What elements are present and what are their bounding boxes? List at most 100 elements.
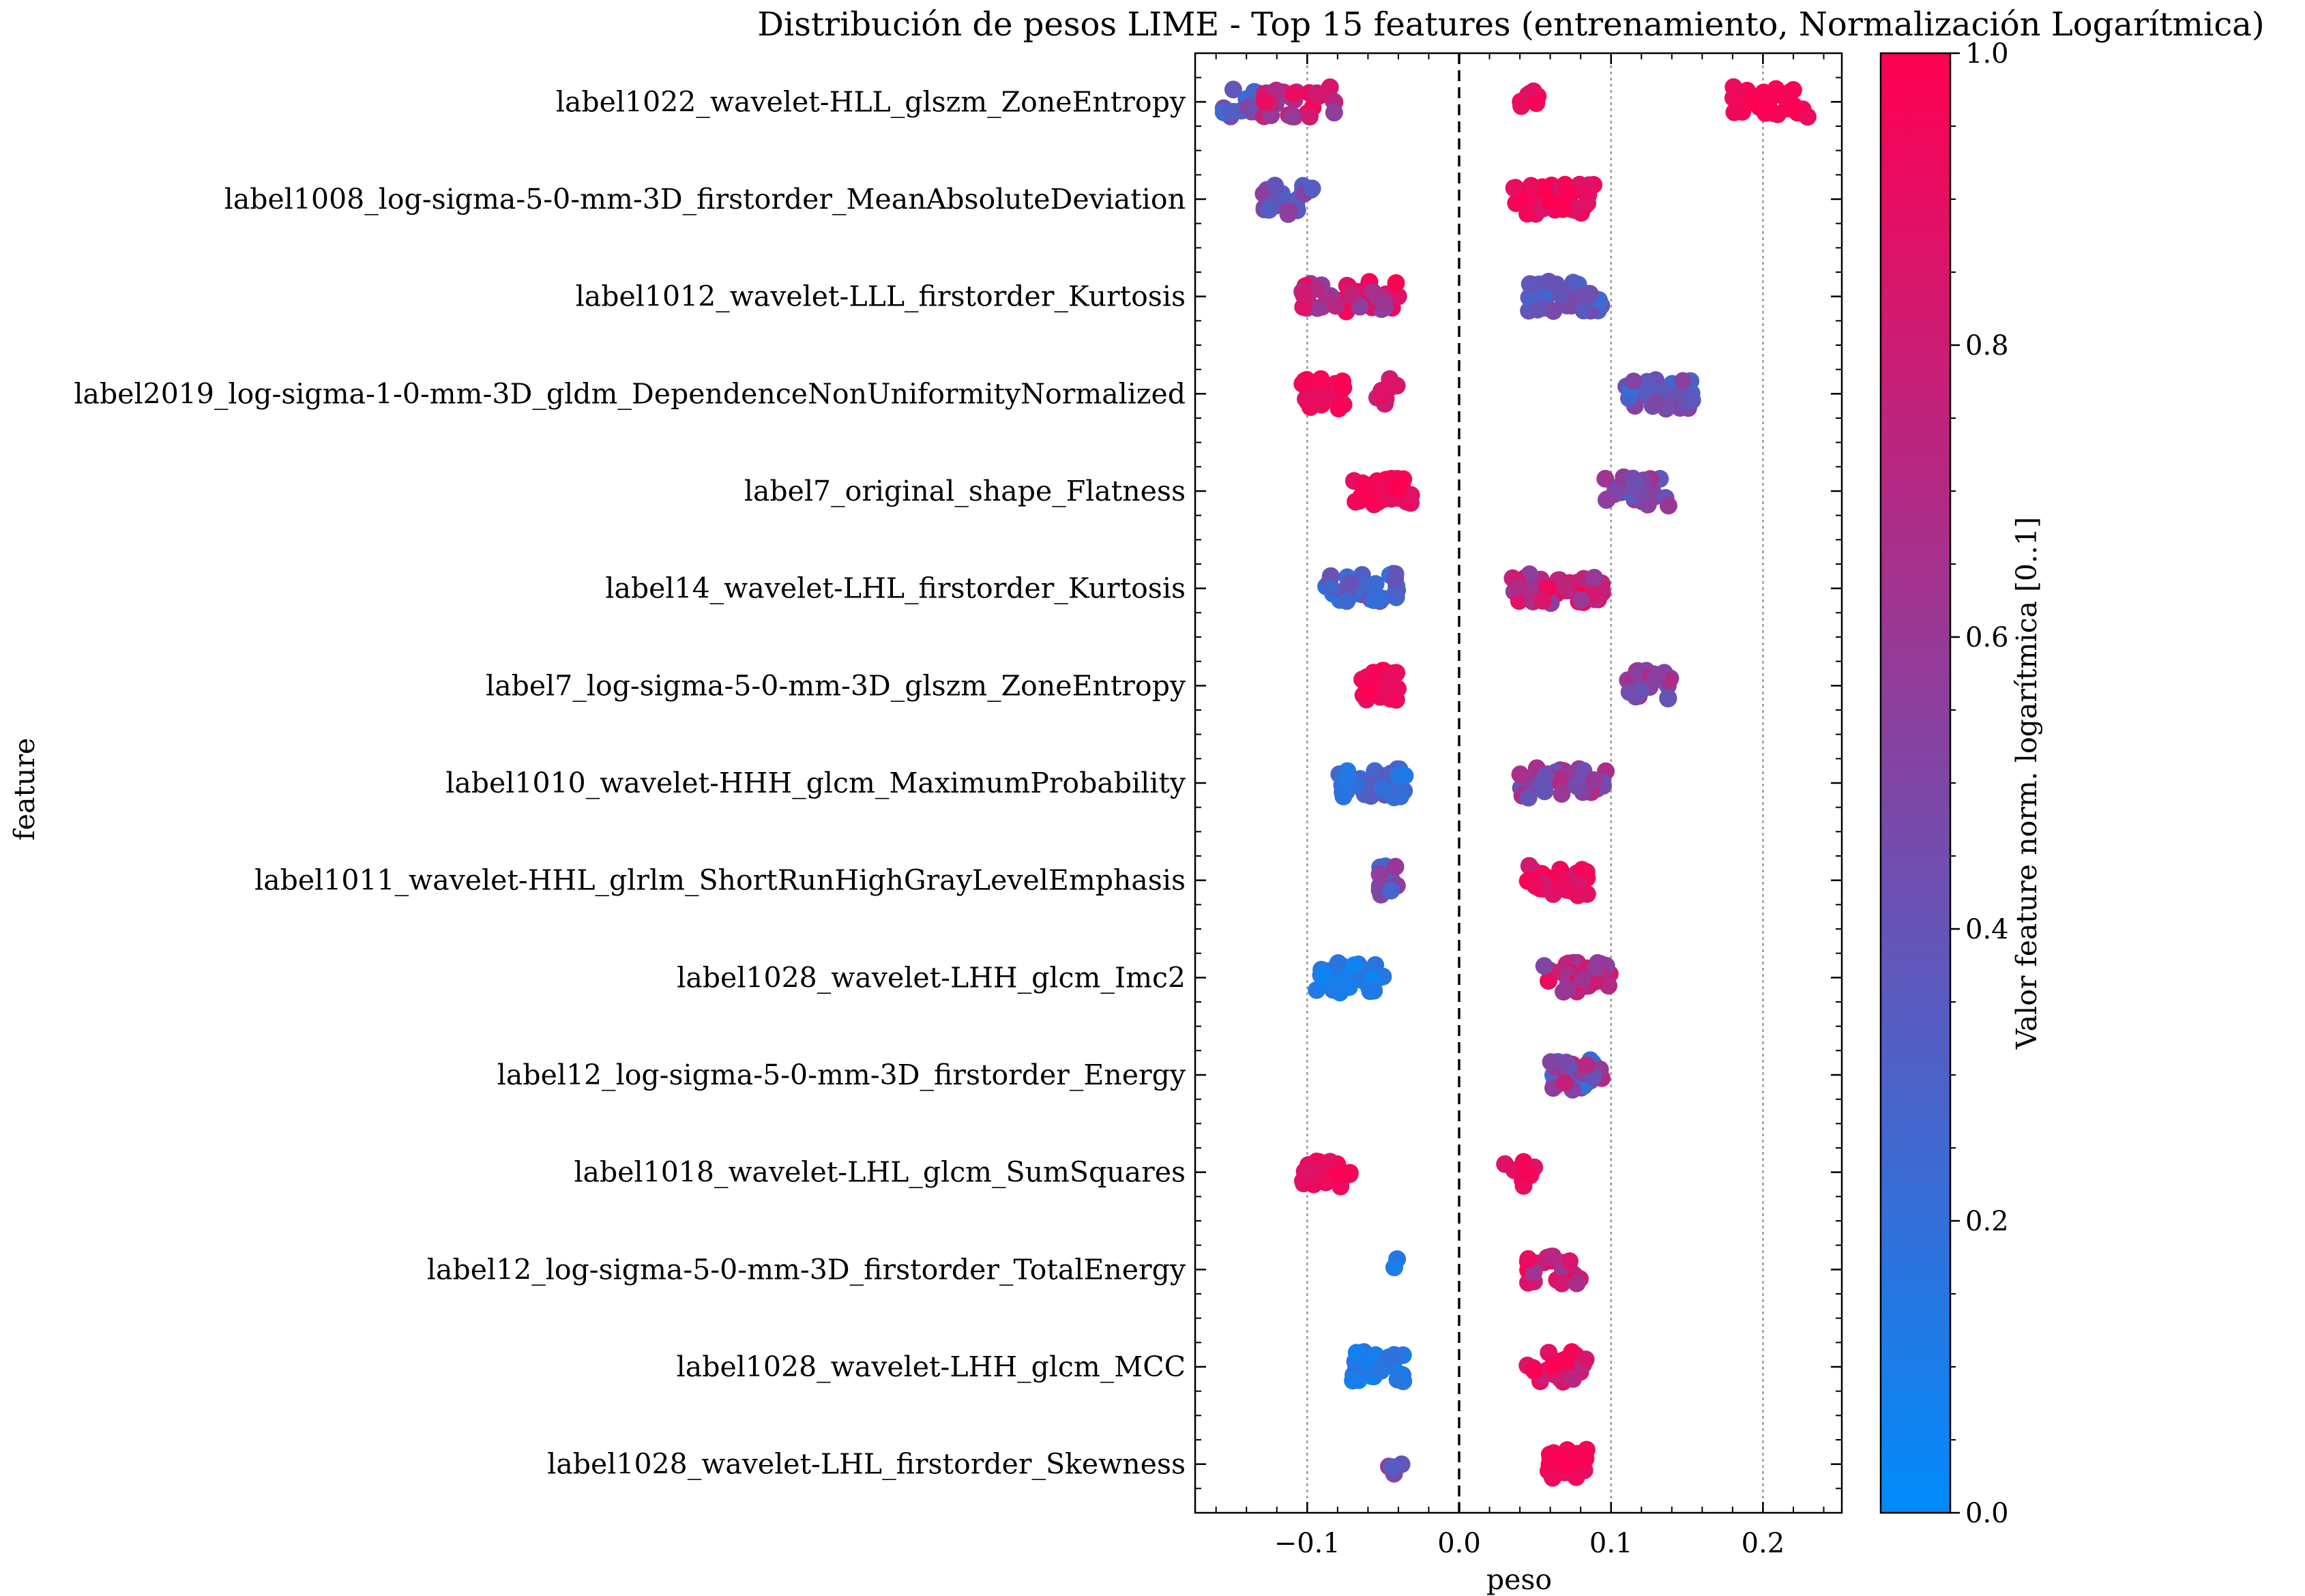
data-point <box>1280 203 1299 221</box>
data-point <box>1387 274 1405 292</box>
data-point <box>1573 861 1591 879</box>
data-point <box>1561 1252 1579 1271</box>
data-point <box>1388 376 1406 395</box>
data-point <box>1338 592 1356 610</box>
colorbar-tick-label: 0.6 <box>1965 622 2009 653</box>
grid-lines <box>1306 53 1764 1513</box>
data-point <box>1364 591 1383 609</box>
data-point <box>1511 765 1529 784</box>
data-point <box>1544 1247 1562 1266</box>
data-point <box>1402 486 1420 504</box>
colorbar <box>1879 52 1952 1514</box>
data-point <box>1522 177 1540 195</box>
data-point <box>1321 1153 1339 1171</box>
data-point <box>1312 385 1331 403</box>
data-point <box>1581 284 1599 303</box>
data-point <box>1529 301 1547 319</box>
data-point <box>1549 1447 1567 1466</box>
data-point <box>1344 1372 1362 1390</box>
data-point <box>1325 977 1343 995</box>
data-point <box>1624 372 1643 391</box>
data-point <box>1321 567 1340 585</box>
data-point <box>1526 877 1544 896</box>
data-point <box>1388 479 1406 498</box>
data-point <box>1221 102 1239 121</box>
data-point <box>1360 681 1379 700</box>
data-point <box>1724 78 1743 96</box>
data-point <box>1388 1370 1407 1389</box>
data-point <box>1558 181 1576 200</box>
feature-label: label2019_log-sigma-1-0-mm-3D_gldm_Depen… <box>74 377 1186 410</box>
data-point <box>1659 497 1677 515</box>
data-point <box>1536 782 1553 800</box>
data-point <box>1555 1074 1574 1092</box>
data-point <box>1647 393 1665 411</box>
data-point <box>1572 591 1590 609</box>
data-point <box>1519 1250 1538 1268</box>
data-point <box>1283 107 1301 125</box>
data-point <box>1544 1356 1562 1374</box>
data-point <box>1568 1274 1586 1292</box>
data-points <box>1214 78 1817 1487</box>
data-point <box>1380 679 1398 697</box>
data-point <box>1260 201 1278 219</box>
feature-label: label1028_wavelet-LHH_glcm_MCC <box>677 1350 1186 1383</box>
feature-label: label7_log-sigma-5-0-mm-3D_glszm_ZoneEnt… <box>486 669 1186 702</box>
data-point <box>1533 591 1552 610</box>
colorbar-tick-label: 0.8 <box>1965 330 2009 361</box>
data-point <box>1542 1053 1560 1072</box>
data-point <box>1683 391 1701 409</box>
data-point <box>1385 788 1403 807</box>
data-point <box>1256 93 1274 111</box>
data-point <box>1798 108 1817 126</box>
x-tick-label: −0.1 <box>1274 1528 1340 1559</box>
feature-label: label1008_log-sigma-5-0-mm-3D_firstorder… <box>224 183 1186 216</box>
data-point <box>1334 787 1353 806</box>
data-point <box>1535 957 1553 975</box>
data-point <box>1396 767 1414 785</box>
data-point <box>1317 1173 1335 1192</box>
colorbar-tick-label: 0.0 <box>1965 1498 2009 1529</box>
data-point <box>1325 104 1343 122</box>
data-point <box>1303 179 1321 198</box>
data-point <box>1519 788 1538 807</box>
x-axis-ticks: −0.1 0.0 0.1 0.2 <box>1215 53 1825 1559</box>
data-point <box>1366 575 1385 593</box>
feature-label: label1010_wavelet-HHH_glcm_MaximumProbab… <box>445 767 1186 799</box>
data-point <box>1559 979 1577 998</box>
data-point <box>1512 97 1531 115</box>
data-point <box>1299 1164 1317 1183</box>
data-point <box>1330 400 1348 417</box>
data-point <box>1312 370 1330 388</box>
data-point <box>1542 1464 1561 1482</box>
data-point <box>1345 956 1363 975</box>
data-point <box>1386 857 1405 876</box>
data-point <box>1340 1165 1359 1183</box>
data-point <box>1521 275 1539 293</box>
data-point <box>1576 1350 1595 1369</box>
data-point <box>1544 302 1563 320</box>
x-tick-label: 0.2 <box>1742 1528 1785 1559</box>
x-tick-label: 0.1 <box>1589 1528 1633 1559</box>
data-point <box>1334 372 1351 391</box>
data-point <box>1568 775 1586 794</box>
data-point <box>1301 108 1319 125</box>
data-point <box>1551 285 1570 304</box>
data-point <box>1355 487 1374 505</box>
data-point <box>1620 683 1639 701</box>
data-point <box>1659 690 1677 708</box>
colorbar-tick-label: 1.0 <box>1965 38 2009 70</box>
feature-label: label1011_wavelet-HHL_glrlm_ShortRunHigh… <box>254 864 1186 897</box>
data-point <box>1674 372 1692 390</box>
data-point <box>1536 767 1555 785</box>
feature-label: label1028_wavelet-LHH_glcm_Imc2 <box>677 961 1186 994</box>
feature-label: label1028_wavelet-LHL_firstorder_Skewnes… <box>547 1448 1186 1481</box>
data-point <box>1550 771 1568 789</box>
colorbar-ticks: 0.0 0.2 0.4 0.6 0.8 1.0 <box>1950 38 2009 1529</box>
data-point <box>1337 769 1355 788</box>
feature-label: label1012_wavelet-LLL_firstorder_Kurtosi… <box>576 280 1186 313</box>
data-point <box>1295 372 1314 390</box>
chart-title: Distribución de pesos LIME - Top 15 feat… <box>757 5 2264 44</box>
data-point <box>1564 1370 1582 1388</box>
